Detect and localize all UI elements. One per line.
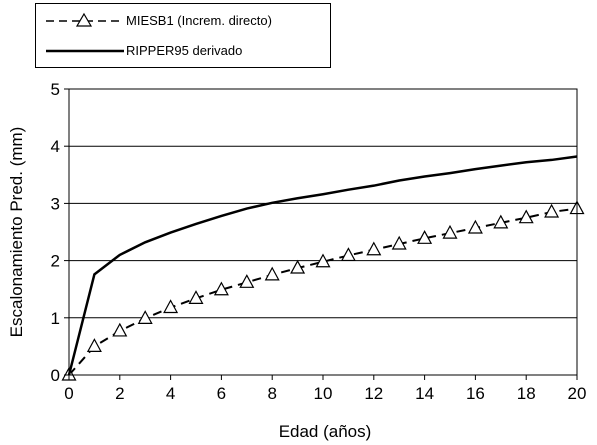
series-layer	[61, 155, 585, 381]
data-point-miesb1	[137, 310, 153, 324]
legend-label-miesb1: MIESB1 (Increm. directo)	[126, 13, 272, 28]
plot-area	[68, 88, 578, 376]
data-point-miesb1	[163, 299, 179, 314]
data-point-miesb1	[442, 224, 458, 239]
legend-item-ripper95: RIPPER95 derivado	[36, 38, 330, 64]
y-axis-label: Escalonamiento Pred. (mm)	[7, 127, 26, 338]
y-tick-label: 3	[51, 194, 60, 213]
x-tick-label: 0	[64, 384, 73, 403]
y-tick-label: 4	[51, 137, 60, 156]
x-tick-label: 20	[568, 384, 587, 403]
x-tick-label: 8	[267, 384, 276, 403]
data-point-miesb1	[340, 247, 356, 262]
data-point-miesb1	[417, 230, 433, 244]
data-point-miesb1	[239, 274, 255, 288]
x-tick-label: 14	[415, 384, 434, 403]
data-point-miesb1	[467, 219, 483, 234]
x-tick-label: 16	[466, 384, 485, 403]
series-line-ripper95	[67, 155, 578, 376]
x-tick-label: 18	[517, 384, 536, 403]
x-tick-label: 12	[364, 384, 383, 403]
legend-solid-line-icon	[46, 49, 124, 53]
legend-label-ripper95: RIPPER95 derivado	[126, 43, 243, 58]
data-point-miesb1	[315, 253, 331, 268]
x-tick-label: 6	[217, 384, 226, 403]
series-line-miesb1	[68, 207, 578, 376]
data-point-miesb1	[112, 322, 128, 337]
y-tick-label: 5	[51, 80, 60, 99]
x-tick-label: 4	[166, 384, 175, 403]
x-axis-label: Edad (años)	[279, 422, 372, 441]
legend: MIESB1 (Increm. directo) RIPPER95 deriva…	[35, 3, 331, 68]
x-tick-label: 2	[115, 384, 124, 403]
data-point-miesb1	[544, 203, 560, 218]
x-tick-label: 10	[314, 384, 333, 403]
data-point-miesb1	[188, 290, 204, 304]
legend-item-miesb1: MIESB1 (Increm. directo)	[36, 8, 330, 34]
y-tick-label: 0	[51, 366, 60, 385]
gridlines	[69, 145, 577, 319]
legend-dashed-triangle-icon	[46, 12, 122, 27]
data-point-miesb1	[290, 259, 306, 274]
data-point-miesb1	[213, 281, 229, 296]
data-point-miesb1	[264, 266, 280, 281]
y-tick-label: 1	[51, 309, 60, 328]
data-point-miesb1	[518, 209, 534, 224]
data-point-miesb1	[493, 214, 509, 229]
y-tick-label: 2	[51, 252, 60, 271]
data-point-miesb1	[86, 338, 102, 352]
data-point-miesb1	[366, 241, 382, 256]
data-point-miesb1	[391, 235, 407, 250]
